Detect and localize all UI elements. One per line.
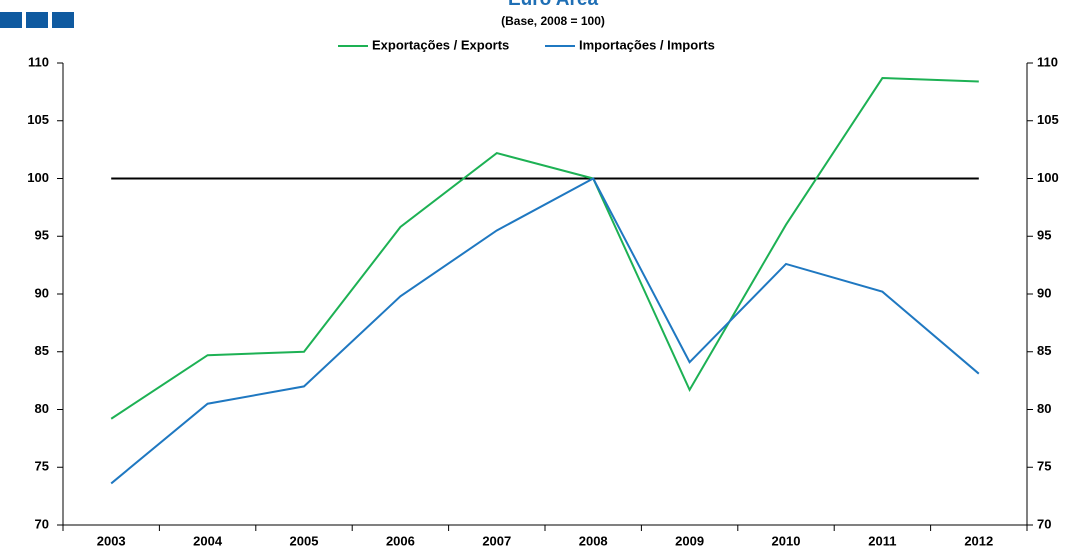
y2-tick-label: 75 [1037,459,1051,474]
logo-block [26,12,48,28]
x-tick-label: 2005 [290,533,319,548]
x-tick-label: 2008 [579,533,608,548]
y-tick-label: 100 [27,170,49,185]
y2-tick-label: 85 [1037,343,1051,358]
y2-tick-label: 105 [1037,112,1059,127]
series-line [110,177,980,485]
y-tick-label: 110 [28,54,49,69]
x-tick-label: 2007 [482,533,511,548]
y2-tick-label: 110 [1037,54,1058,69]
y2-tick-label: 95 [1037,228,1051,243]
legend-label: Importações / Imports [579,37,715,52]
x-tick-label: 2010 [772,533,801,548]
x-tick-label: 2004 [193,533,223,548]
y-tick-label: 85 [35,343,49,358]
y-tick-label: 75 [35,459,49,474]
y-tick-label: 105 [27,112,49,127]
y2-tick-label: 70 [1037,516,1051,531]
logo-block [0,12,22,28]
y-tick-label: 70 [35,516,49,531]
x-tick-label: 2006 [386,533,415,548]
series-line [110,76,979,420]
chart-subtitle: (Base, 2008 = 100) [501,14,605,28]
y-tick-label: 80 [35,401,49,416]
y-tick-label: 95 [35,228,49,243]
x-tick-label: 2011 [868,533,896,548]
legend-label: Exportações / Exports [372,37,509,52]
y2-tick-label: 100 [1037,170,1059,185]
y2-tick-label: 90 [1037,285,1051,300]
y2-tick-label: 80 [1037,401,1051,416]
logo-block [52,12,74,28]
x-tick-label: 2009 [675,533,704,548]
x-tick-label: 2012 [964,533,993,548]
y-tick-label: 90 [35,285,49,300]
x-tick-label: 2003 [97,533,126,548]
chart-title: Euro Area [508,0,599,10]
